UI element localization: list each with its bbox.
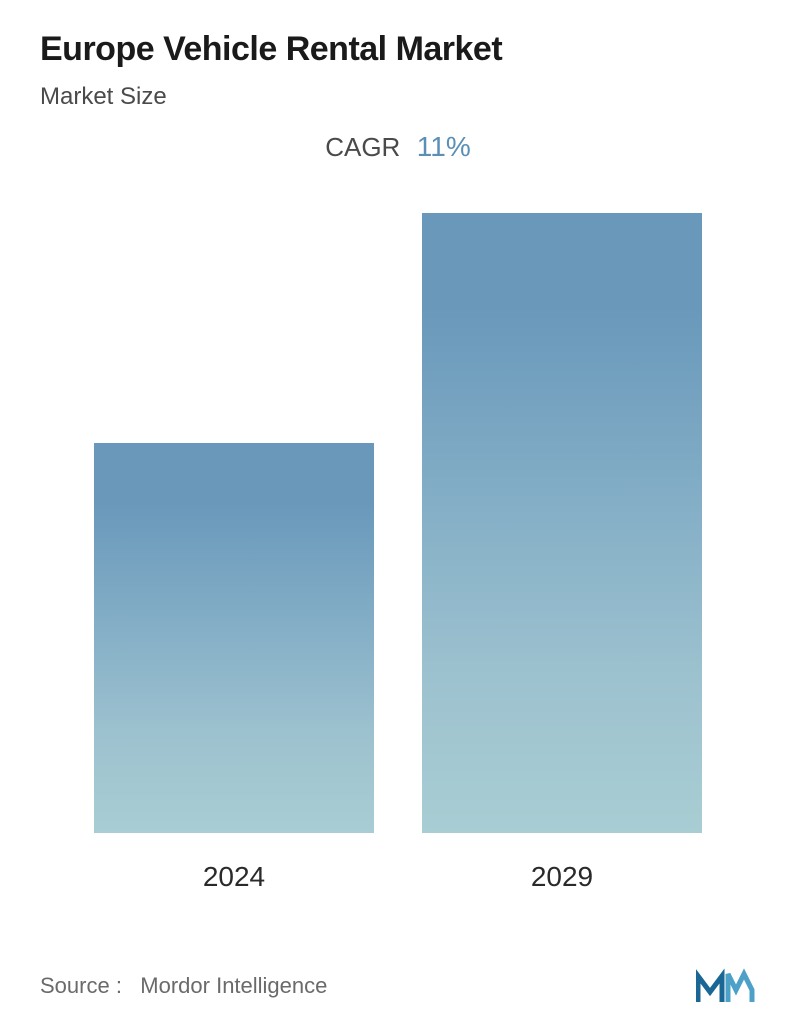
logo-icon (696, 968, 756, 1004)
bar-wrapper-2024 (94, 443, 374, 833)
source-name: Mordor Intelligence (140, 973, 327, 998)
cagr-value: 11% (417, 131, 471, 162)
x-axis-labels: 2024 2029 (40, 843, 756, 893)
footer: Source : Mordor Intelligence (40, 968, 756, 1004)
source-text: Source : Mordor Intelligence (40, 973, 327, 999)
cagr-row: CAGR 11% (40, 131, 756, 163)
bar-wrapper-2029 (422, 213, 702, 833)
bar-2029 (422, 213, 702, 833)
cagr-label: CAGR (325, 132, 400, 162)
chart-title: Europe Vehicle Rental Market (40, 30, 756, 69)
brand-logo (696, 968, 756, 1004)
bars-container (40, 193, 756, 833)
bar-2024 (94, 443, 374, 833)
chart-area: 2024 2029 (40, 193, 756, 893)
x-label-1: 2029 (422, 843, 702, 893)
x-label-0: 2024 (94, 843, 374, 893)
chart-subtitle: Market Size (40, 83, 756, 111)
source-label: Source : (40, 973, 122, 998)
